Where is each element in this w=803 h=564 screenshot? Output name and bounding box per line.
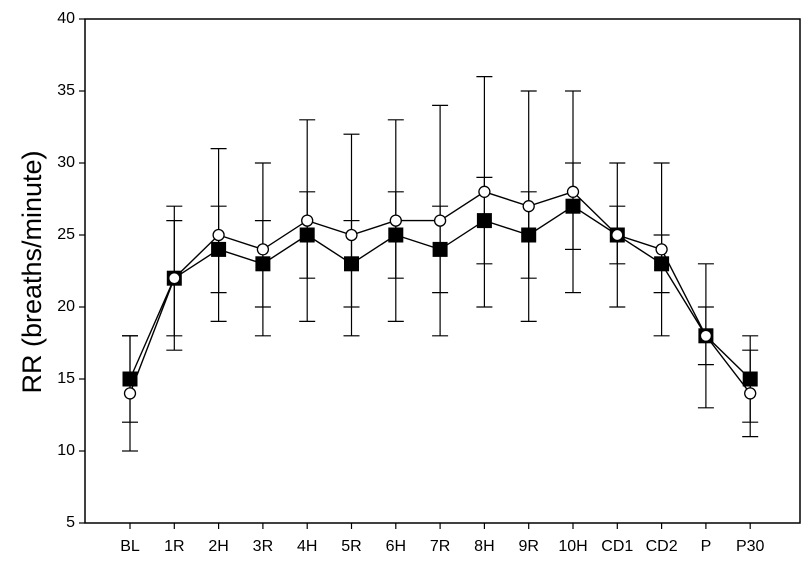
data-point bbox=[432, 241, 448, 257]
x-tick-label: CD2 bbox=[646, 538, 678, 555]
y-tick-label: 25 bbox=[57, 226, 75, 243]
data-point bbox=[389, 214, 402, 227]
x-tick-label: 3R bbox=[253, 538, 273, 555]
plot-frame bbox=[84, 18, 801, 524]
data-point bbox=[122, 371, 138, 387]
data-point bbox=[611, 228, 624, 242]
y-tick-label: 15 bbox=[57, 370, 75, 387]
data-point bbox=[744, 387, 757, 400]
data-point bbox=[699, 329, 713, 342]
x-tick-label: BL bbox=[120, 538, 140, 555]
data-point bbox=[478, 185, 491, 198]
error-bars-series-2 bbox=[122, 75, 759, 423]
data-point bbox=[522, 200, 535, 213]
data-point bbox=[476, 213, 492, 229]
y-tick-label: 35 bbox=[57, 82, 75, 99]
data-point bbox=[256, 243, 270, 256]
y-tick-label: 20 bbox=[57, 298, 75, 315]
data-point bbox=[654, 256, 670, 272]
y-tick-label: 40 bbox=[57, 10, 75, 27]
data-point bbox=[742, 371, 758, 387]
x-axis: BL 1R 2H 3R 4H 5R 6H 7R 8H 9R 10H CD1 CD2 P P30 bbox=[120, 523, 765, 555]
x-tick-label: P30 bbox=[736, 538, 765, 555]
x-tick-label: 4H bbox=[297, 538, 317, 555]
x-tick-label: 8H bbox=[474, 538, 494, 555]
x-tick-label: CD1 bbox=[601, 538, 633, 555]
x-tick-label: P bbox=[701, 538, 712, 555]
data-point bbox=[211, 241, 227, 257]
data-point bbox=[299, 227, 315, 243]
x-tick-label: 6H bbox=[386, 538, 406, 555]
data-point bbox=[565, 198, 581, 214]
markers-series-2 bbox=[123, 185, 757, 400]
data-point bbox=[655, 243, 668, 256]
series-layer bbox=[122, 75, 759, 452]
x-tick-label: 1R bbox=[164, 538, 184, 555]
data-point bbox=[301, 214, 314, 227]
y-tick-label: 5 bbox=[66, 514, 75, 531]
x-tick-label: 2H bbox=[208, 538, 228, 555]
data-point bbox=[433, 214, 447, 227]
x-tick-label: 5R bbox=[341, 538, 361, 555]
data-point bbox=[345, 228, 358, 242]
data-point bbox=[168, 272, 181, 285]
y-tick-label: 10 bbox=[57, 442, 75, 459]
data-point bbox=[344, 256, 359, 272]
y-tick-label: 30 bbox=[57, 154, 75, 171]
data-point bbox=[255, 256, 271, 272]
x-tick-label: 7R bbox=[430, 538, 450, 555]
data-point bbox=[212, 228, 225, 242]
y-axis-title: RR (breaths/minute) bbox=[17, 150, 47, 393]
data-point bbox=[521, 227, 537, 243]
data-point bbox=[566, 185, 580, 198]
x-tick-label: 9R bbox=[518, 538, 538, 555]
data-point bbox=[123, 387, 137, 400]
x-tick-label: 10H bbox=[558, 538, 587, 555]
y-axis: 5 10 15 20 25 30 35 40 bbox=[57, 10, 85, 531]
data-point bbox=[388, 227, 404, 243]
